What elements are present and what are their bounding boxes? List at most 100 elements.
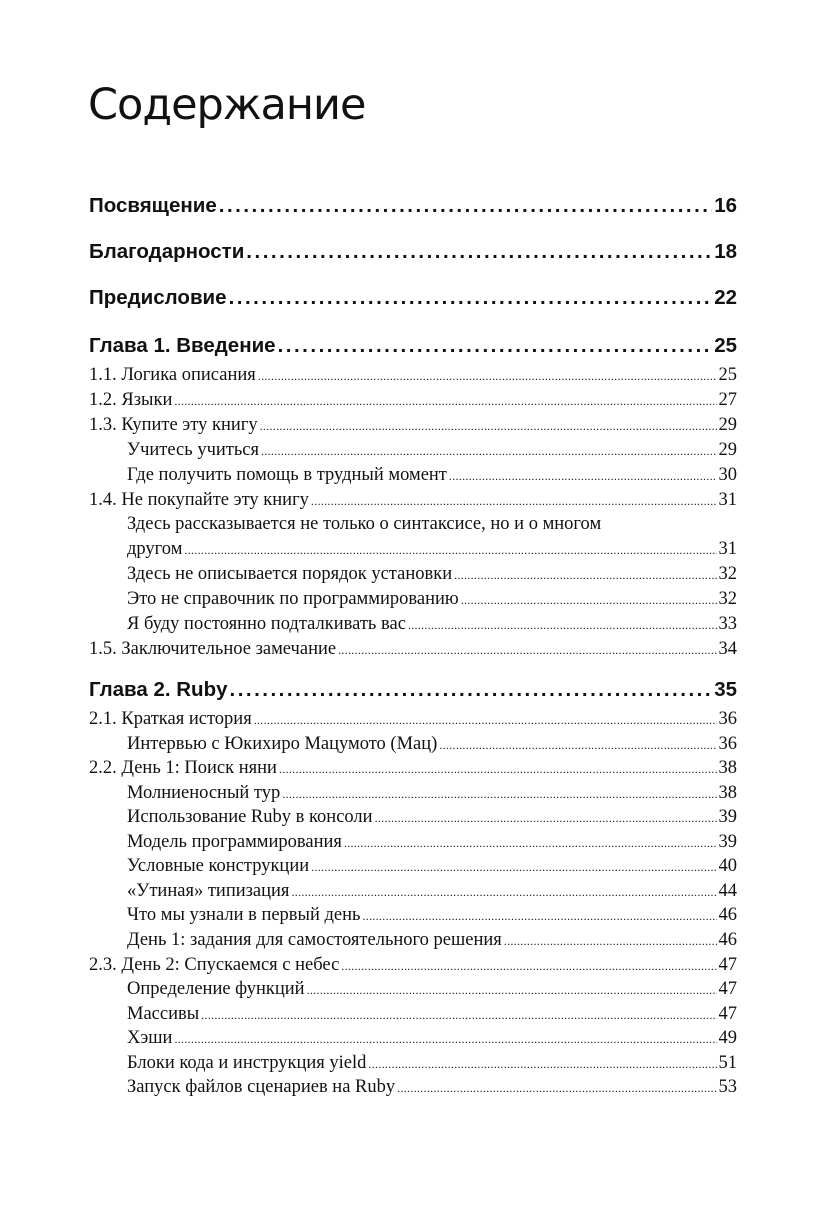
page-number: 31 <box>718 539 738 560</box>
entry-title: 2.1. Краткая история <box>89 709 252 729</box>
toc-entry[interactable]: Интервью с Юкихиро Мацумото (Мац) 36 <box>127 734 737 759</box>
entry-title: Где получить помощь в трудный момент <box>127 464 447 485</box>
toc-entry[interactable]: Запуск файлов сценариев на Ruby 53 <box>127 1077 737 1102</box>
dot-leader <box>184 543 716 558</box>
entry-title: Я буду постоянно подталкивать вас <box>127 614 406 634</box>
dot-leader <box>246 240 712 264</box>
dot-leader <box>461 593 717 608</box>
entry-title: Массивы <box>127 1003 200 1024</box>
page-number: 40 <box>718 856 738 877</box>
dot-leader <box>174 1032 716 1047</box>
page-number: 30 <box>718 464 738 485</box>
toc-entry[interactable]: 2.1. Краткая история 36 <box>89 709 737 734</box>
entry-title: Модель программирования <box>127 831 342 852</box>
page-number: 16 <box>714 194 737 217</box>
toc-entry[interactable]: Посвящение 16 <box>89 194 737 220</box>
dot-leader <box>344 836 717 851</box>
toc-entry[interactable]: Здесь рассказывается не только о синтакс… <box>127 514 737 539</box>
dot-leader <box>449 469 717 484</box>
toc-entry[interactable]: Здесь не описывается порядок установки 32 <box>127 564 737 589</box>
toc-entry[interactable]: 1.3. Купите эту книгу 29 <box>89 415 737 440</box>
dot-leader <box>261 444 716 459</box>
entry-title: 2.2. День 1: Поиск няни <box>89 758 277 779</box>
entry-title: «Утиная» типизация <box>127 880 290 901</box>
toc-entry[interactable]: Благодарности 18 <box>89 240 737 266</box>
entry-title: Здесь не описывается порядок установки <box>127 564 453 585</box>
dot-leader <box>260 419 717 434</box>
toc-entry[interactable]: 1.5. Заключительное замечание 34 <box>89 639 737 664</box>
entry-title: Определение функций <box>127 979 305 1000</box>
dot-leader <box>338 643 716 658</box>
entry-title: Учитесь учиться <box>127 439 260 460</box>
toc-entry[interactable]: Блоки кода и инструкция yield 51 <box>127 1053 737 1078</box>
page-number: 25 <box>714 334 737 357</box>
toc-entry[interactable]: Определение функций 47 <box>127 979 737 1004</box>
toc-entry[interactable]: 1.4. Не покупайте эту книгу 31 <box>89 490 737 515</box>
dot-leader <box>230 678 713 702</box>
entry-title: Что мы узнали в первый день <box>127 905 361 926</box>
page-number: 29 <box>718 439 738 460</box>
dot-leader <box>368 1057 716 1072</box>
page-number: 18 <box>714 240 737 263</box>
dot-leader <box>408 618 717 633</box>
dot-leader <box>397 1081 716 1096</box>
entry-title: 1.5. Заключительное замечание <box>89 638 337 659</box>
toc-entry[interactable]: Молниеносный тур 38 <box>127 783 737 808</box>
entry-title: Посвящение <box>89 194 217 217</box>
toc-entry[interactable]: Я буду постоянно подталкивать вас 33 <box>127 614 737 639</box>
toc-entry[interactable]: 1.1. Логика описания 25 <box>89 365 737 390</box>
toc-entry[interactable]: Что мы узнали в первый день 46 <box>127 905 737 930</box>
entry-title: Интервью с Юкихиро Мацумото (Мац) <box>127 733 438 754</box>
entry-title: Глава 2. Ruby <box>89 678 228 701</box>
toc-entry[interactable]: Предисловие 22 <box>89 286 737 312</box>
page-number: 27 <box>718 389 738 410</box>
entry-title: 1.2. Языки <box>89 389 173 410</box>
toc-entry[interactable]: Где получить помощь в трудный момент 30 <box>127 465 737 490</box>
toc-entry[interactable]: 2.2. День 1: Поиск няни 38 <box>89 758 737 783</box>
toc-entry[interactable]: Глава 2. Ruby 35 <box>89 678 737 704</box>
entry-title: Запуск файлов сценариев на Ruby <box>127 1077 396 1098</box>
toc-entry[interactable]: другом 31 <box>127 539 737 564</box>
dot-leader <box>201 1008 716 1023</box>
dot-leader <box>311 860 716 875</box>
page-number: 22 <box>714 286 737 309</box>
toc-entry[interactable]: 2.3. День 2: Спускаемся с небес 47 <box>89 955 737 980</box>
dot-leader <box>311 494 717 509</box>
toc-entry[interactable]: Глава 1. Введение 25 <box>89 334 737 360</box>
toc-entry[interactable]: «Утиная» типизация 44 <box>127 881 737 906</box>
page-number: 46 <box>718 905 738 926</box>
entry-title: Использование Ruby в консоли <box>127 807 373 828</box>
toc-entry[interactable]: Использование Ruby в консоли 39 <box>127 807 737 832</box>
toc-entry[interactable]: Массивы 47 <box>127 1004 737 1029</box>
page-number: 44 <box>718 880 738 901</box>
page-number: 47 <box>718 954 738 975</box>
dot-leader <box>278 334 713 358</box>
page-number: 46 <box>718 929 738 950</box>
page-number: 36 <box>718 733 738 754</box>
page-number: 47 <box>718 1003 738 1024</box>
entry-title: Здесь рассказывается не только о синтакс… <box>127 514 602 535</box>
toc-entry[interactable]: Условные конструкции 40 <box>127 856 737 881</box>
entry-title: День 1: задания для самостоятельного реш… <box>127 929 502 950</box>
entry-title: Глава 1. Введение <box>89 334 276 357</box>
toc-entry[interactable]: Хэши 49 <box>127 1028 737 1053</box>
entry-title-continued: другом <box>127 539 183 560</box>
toc-entry[interactable]: Модель программирования 39 <box>127 832 737 857</box>
dot-leader <box>375 811 717 826</box>
page-number: 25 <box>718 365 738 385</box>
toc-entry[interactable]: День 1: задания для самостоятельного реш… <box>127 930 737 955</box>
toc-entry[interactable]: Это не справочник по программированию 32 <box>127 589 737 614</box>
dot-leader <box>219 194 712 218</box>
entry-title: Блоки кода и инструкция yield <box>127 1052 367 1073</box>
page-number: 51 <box>718 1052 738 1073</box>
toc-entry[interactable]: 1.2. Языки 27 <box>89 390 737 415</box>
dot-leader <box>307 983 717 998</box>
page-number: 39 <box>718 831 738 852</box>
dot-leader <box>229 286 713 310</box>
entry-title: 1.4. Не покупайте эту книгу <box>89 489 309 510</box>
dot-leader <box>258 369 717 384</box>
dot-leader <box>291 885 716 900</box>
entry-title: Молниеносный тур <box>127 782 281 803</box>
entry-title: Хэши <box>127 1028 173 1049</box>
toc-entry[interactable]: Учитесь учиться 29 <box>127 440 737 465</box>
